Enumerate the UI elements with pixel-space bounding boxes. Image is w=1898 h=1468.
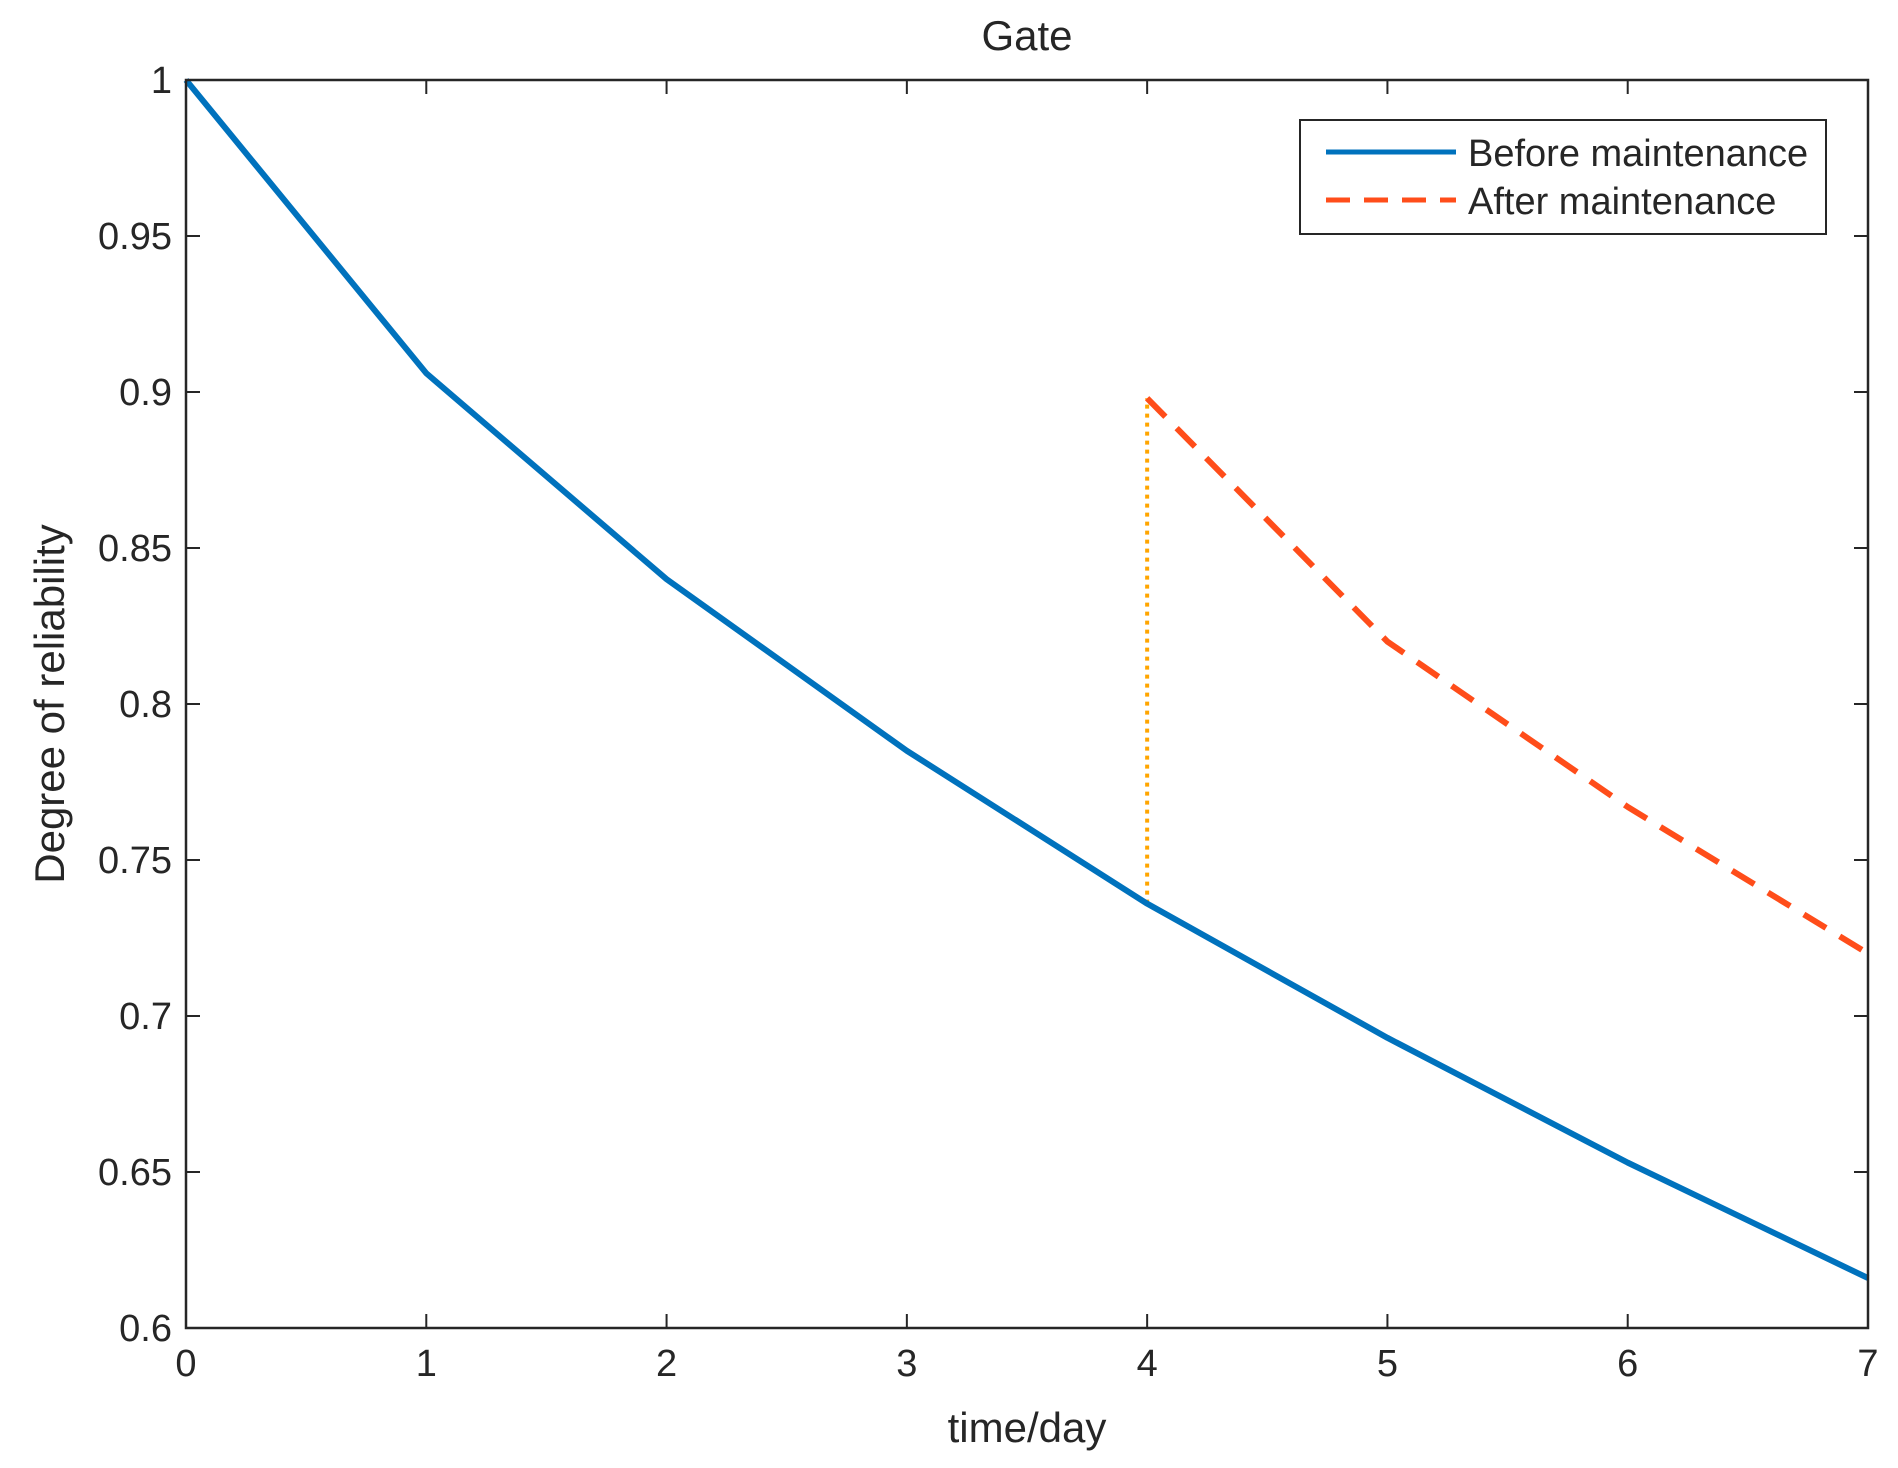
x-tick-label: 2	[656, 1343, 677, 1385]
legend: Before maintenance After maintenance	[1299, 119, 1827, 235]
data-point-after-maintenance	[1144, 395, 1150, 401]
y-tick-label: 0.85	[98, 528, 172, 570]
y-tick-label: 1	[151, 60, 172, 102]
series-line-after-maintenance	[1145, 396, 1870, 957]
data-point-before-maintenance	[423, 370, 429, 376]
plot-frame	[184, 78, 1870, 1330]
series-layer	[183, 78, 1870, 1281]
x-tick-label: 7	[1857, 1343, 1878, 1385]
data-point-before-maintenance	[664, 576, 670, 582]
series-line-before-maintenance	[183, 78, 1870, 1281]
y-tick-label: 0.65	[98, 1152, 172, 1194]
y-tick-label: 0.9	[119, 372, 172, 414]
chart-title: Gate	[981, 12, 1072, 59]
data-point-before-maintenance	[904, 748, 910, 754]
x-tick-label: 5	[1377, 1343, 1398, 1385]
y-tick-label: 0.95	[98, 216, 172, 258]
y-tick-label: 0.6	[119, 1308, 172, 1350]
x-tick-label: 0	[175, 1343, 196, 1385]
x-tick-label: 3	[896, 1343, 917, 1385]
legend-label-after-maintenance: After maintenance	[1468, 181, 1776, 223]
x-tick-label: 1	[416, 1343, 437, 1385]
legend-label-before-maintenance: Before maintenance	[1468, 133, 1808, 175]
data-point-before-maintenance	[1384, 1035, 1390, 1041]
data-point-before-maintenance	[1144, 901, 1150, 907]
x-tick-label: 4	[1137, 1343, 1158, 1385]
tick-labels: 0 1 2 3 4 5 6 7 0.6 0.65 0.7 0.75 0.8 0.85 0.9 0.95 1	[98, 60, 1879, 1385]
data-point-after-maintenance	[1625, 804, 1631, 810]
plot-background	[186, 80, 1868, 1328]
data-point-after-maintenance	[1384, 639, 1390, 645]
y-tick-label: 0.7	[119, 996, 172, 1038]
y-tick-label: 0.75	[98, 840, 172, 882]
data-point-before-maintenance	[1625, 1160, 1631, 1166]
y-axis-label: Degree of reliability	[26, 524, 73, 884]
legend-box	[1299, 119, 1827, 235]
y-tick-label: 0.8	[119, 684, 172, 726]
x-axis-label: time/day	[948, 1404, 1107, 1451]
x-tick-label: 6	[1617, 1343, 1638, 1385]
